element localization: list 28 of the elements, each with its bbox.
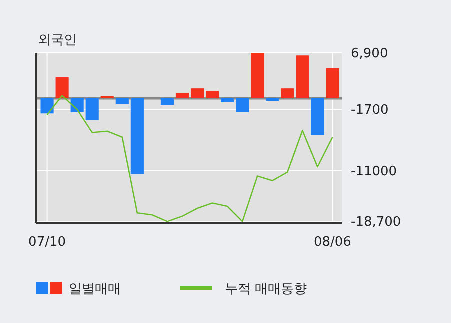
bar <box>296 56 310 98</box>
legend-label: 일별매매 <box>69 282 121 297</box>
bar <box>160 98 174 106</box>
y-tick-label: -1700 <box>351 103 389 118</box>
bar <box>251 53 264 98</box>
bar <box>86 98 99 120</box>
bar <box>236 98 250 112</box>
bar <box>221 98 234 102</box>
bar <box>326 68 340 98</box>
bar <box>40 98 54 114</box>
bar <box>130 98 144 174</box>
bar <box>56 77 69 98</box>
bar <box>206 91 220 98</box>
line-series <box>46 95 334 222</box>
bar <box>116 98 129 104</box>
legend-label: 누적 매매동향 <box>225 282 308 297</box>
y-tick-label: -11000 <box>351 164 398 180</box>
x-tick-label: 08/06 <box>314 235 352 250</box>
bar <box>281 88 294 98</box>
y-tick-label: 6,900 <box>351 46 388 62</box>
bar <box>176 93 190 98</box>
bar <box>266 98 280 102</box>
x-tick-label: 07/10 <box>28 235 66 250</box>
chart-title: 외국인 <box>38 33 77 48</box>
bar <box>311 98 324 136</box>
y-tick-label: -18,700 <box>351 215 402 230</box>
bar <box>70 98 84 112</box>
bar <box>190 88 204 98</box>
